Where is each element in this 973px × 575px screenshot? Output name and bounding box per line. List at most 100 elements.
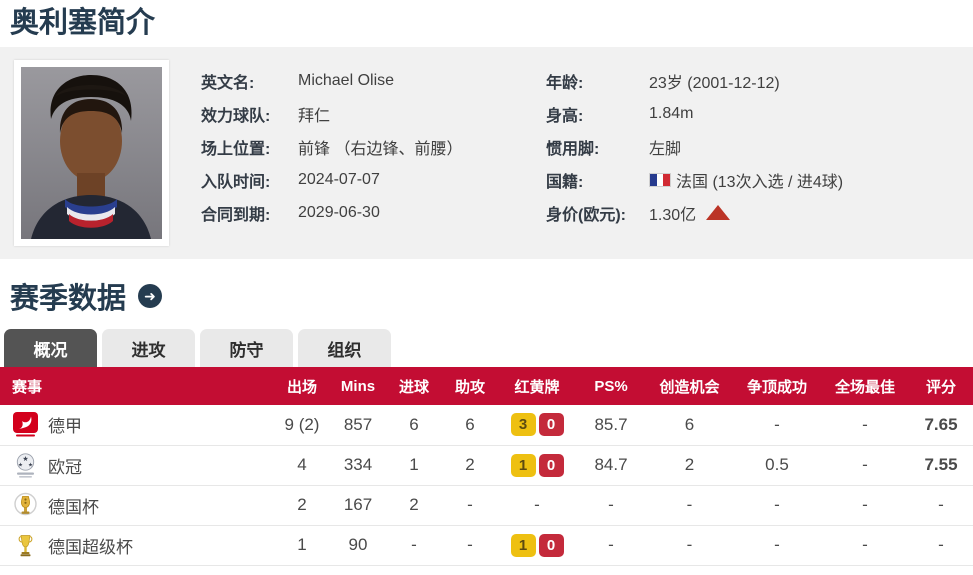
more-arrow-icon[interactable]: ➜	[138, 284, 163, 308]
column-header-8: 争顶成功	[733, 367, 821, 405]
yellow-cards-badge: 3	[510, 413, 536, 437]
pass-success-cell: 85.7	[576, 405, 646, 446]
rating-cell: -	[909, 525, 973, 566]
aerials-won-cell: 0.5	[733, 445, 821, 486]
chances-created-cell: -	[646, 525, 733, 566]
competition-name[interactable]: 德国杯	[48, 497, 99, 517]
field-label: 惯用脚:	[546, 140, 600, 158]
field-value: Michael Olise	[298, 71, 395, 89]
yellow-cards-badge: 1	[510, 453, 536, 477]
field-market-value: 身价(欧元): 1.30亿	[546, 196, 959, 229]
pass-success-cell: 84.7	[576, 445, 646, 486]
column-header-4: 助攻	[442, 367, 498, 405]
motm-cell: -	[821, 405, 909, 446]
tab-defense[interactable]: 防守	[200, 329, 293, 367]
column-header-5: 红黄牌	[498, 367, 576, 405]
field-value: 1.84m	[649, 104, 694, 122]
appearances-cell: 2	[274, 485, 330, 526]
minutes-cell: 334	[330, 445, 386, 486]
field-label: 场上位置:	[201, 140, 271, 158]
column-header-0: 赛事	[0, 367, 274, 405]
field-label: 身价(欧元):	[546, 206, 626, 224]
field-age: 年龄: 23岁 (2001-12-12)	[546, 64, 959, 97]
assists-cell: 6	[442, 405, 498, 446]
red-cards-badge: 0	[538, 533, 564, 557]
rating-cell: 7.55	[909, 445, 973, 486]
field-label: 英文名:	[201, 74, 255, 92]
field-label: 入队时间:	[201, 173, 271, 191]
assists-cell: -	[442, 485, 498, 526]
bundesliga-logo	[12, 411, 39, 438]
field-value: 前锋 （右边锋、前腰）	[298, 140, 463, 158]
dfb-pokal-logo	[12, 492, 39, 519]
rating-cell: -	[909, 485, 973, 526]
season-stats-table: 赛事 出场 Mins 进球 助攻 红黄牌 PS% 创造机会 争顶成功 全场最佳 评分 德甲 9 (2)…	[0, 367, 973, 566]
svg-text:★: ★	[28, 462, 33, 468]
aerials-won-cell: -	[733, 405, 821, 446]
stats-table-head-row: 赛事 出场 Mins 进球 助攻 红黄牌 PS% 创造机会 争顶成功 全场最佳 评分	[0, 367, 973, 405]
field-label: 年龄:	[546, 74, 584, 92]
red-cards-badge: 0	[538, 413, 564, 437]
stats-row-supercup: 德国超级杯 1 90- -1 0- - - - -	[0, 525, 973, 566]
tab-overview[interactable]: 概况	[4, 329, 97, 367]
field-value: 法国 (13次入选 / 进4球)	[676, 173, 844, 191]
champions-league-logo: ★ ★ ★	[12, 452, 39, 479]
goals-cell: 2	[386, 485, 442, 526]
competition-name[interactable]: 德甲	[48, 417, 82, 437]
goals-cell: 6	[386, 405, 442, 446]
player-photo	[21, 67, 162, 239]
yellow-cards-badge: 1	[510, 533, 536, 557]
motm-cell: -	[821, 525, 909, 566]
competition-name[interactable]: 欧冠	[48, 457, 82, 477]
column-header-1: 出场	[274, 367, 330, 405]
field-club: 效力球队: 拜仁	[201, 97, 546, 130]
pass-success-cell: -	[576, 525, 646, 566]
field-label: 效力球队:	[201, 107, 271, 125]
assists-cell: -	[442, 525, 498, 566]
svg-text:★: ★	[22, 455, 28, 463]
aerials-won-cell: -	[733, 485, 821, 526]
field-label: 合同到期:	[201, 206, 271, 224]
appearances-cell: 1	[274, 525, 330, 566]
svg-text:★: ★	[18, 462, 23, 468]
field-value: 2029-06-30	[298, 203, 380, 221]
red-cards-badge: 0	[538, 453, 564, 477]
field-value: 1.30亿	[649, 206, 697, 224]
appearances-cell: 9 (2)	[274, 405, 330, 446]
minutes-cell: 167	[330, 485, 386, 526]
competition-name[interactable]: 德国超级杯	[48, 537, 133, 557]
player-info-fields: 英文名: Michael Olise 效力球队: 拜仁 场上位置: 前锋 （右边…	[169, 60, 959, 246]
chances-created-cell: 6	[646, 405, 733, 446]
field-joined-date: 入队时间: 2024-07-07	[201, 163, 546, 196]
stats-row-dfb-pokal: 德国杯 2 167 2- - - - - - -	[0, 485, 973, 526]
column-header-2: Mins	[330, 367, 386, 405]
chances-created-cell: 2	[646, 445, 733, 486]
value-rising-arrow-icon	[706, 205, 731, 220]
column-header-3: 进球	[386, 367, 442, 405]
tab-attack[interactable]: 进攻	[102, 329, 195, 367]
field-value: 2024-07-07	[298, 170, 380, 188]
player-profile-panel: 英文名: Michael Olise 效力球队: 拜仁 场上位置: 前锋 （右边…	[0, 47, 973, 259]
player-photo-frame	[14, 60, 169, 246]
field-height: 身高: 1.84m	[546, 97, 959, 130]
minutes-cell: 90	[330, 525, 386, 566]
season-tabs: 概况 进攻 防守 组织	[0, 329, 973, 367]
rating-cell: 7.65	[909, 405, 973, 446]
field-value: 拜仁	[298, 107, 331, 125]
page-title: 奥利塞简介	[10, 7, 156, 39]
france-flag-icon	[649, 172, 671, 187]
pass-success-cell: -	[576, 485, 646, 526]
column-header-7: 创造机会	[646, 367, 733, 405]
column-header-6: PS%	[576, 367, 646, 405]
field-label: 身高:	[546, 107, 584, 125]
season-data-header: 赛季数据 ➜	[0, 259, 973, 329]
goals-cell: 1	[386, 445, 442, 486]
tab-organization[interactable]: 组织	[298, 329, 391, 367]
motm-cell: -	[821, 485, 909, 526]
stats-table-body: 德甲 9 (2) 857 6 6 3 0 85.7 6- -7.65 ★ ★ ★ 欧冠 4 334 1 2 1 0 84…	[0, 405, 973, 566]
goals-cell: -	[386, 525, 442, 566]
aerials-won-cell: -	[733, 525, 821, 566]
